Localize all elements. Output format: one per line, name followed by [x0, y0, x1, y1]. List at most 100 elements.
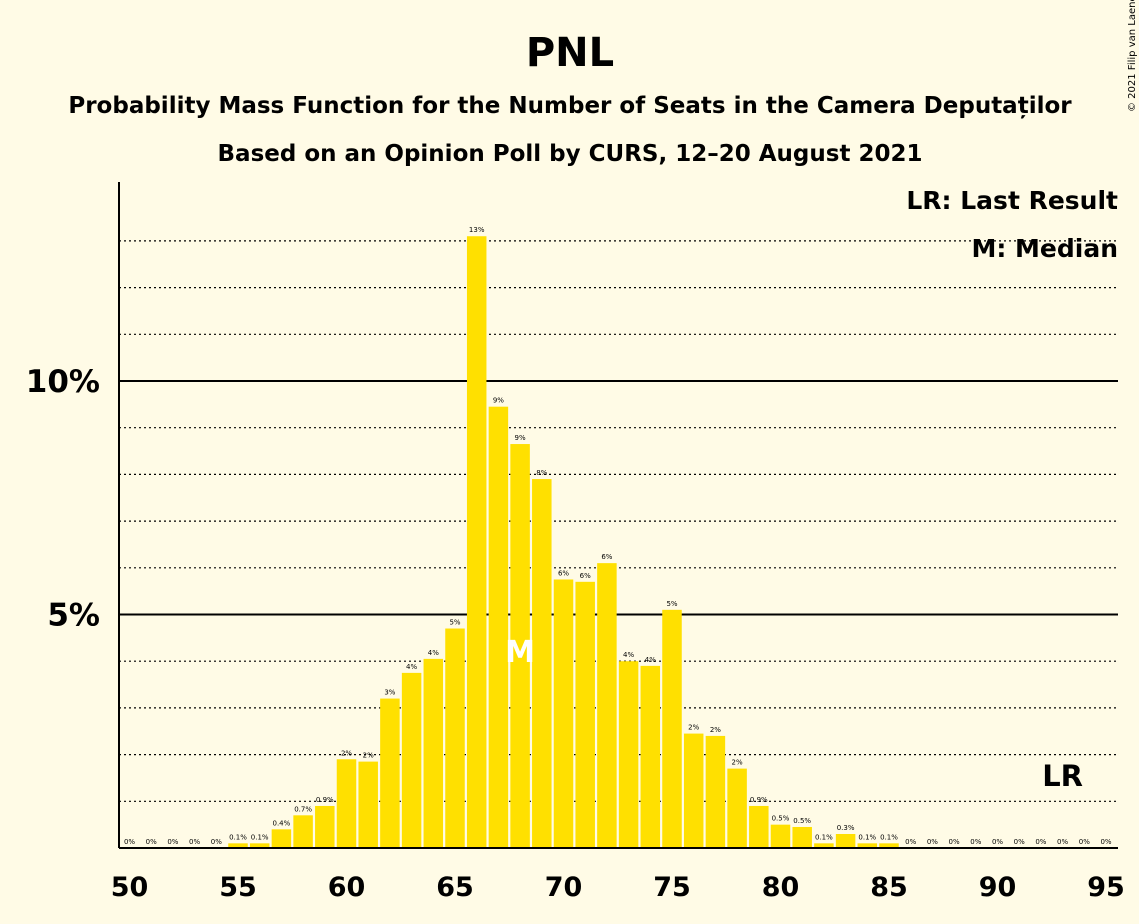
bar-seat-63 [401, 672, 422, 848]
x-tick-label: 60 [328, 872, 366, 903]
x-tick-label: 65 [436, 872, 474, 903]
bar-seat-81 [792, 826, 812, 848]
data-label-seat-58: 0.7% [294, 805, 312, 813]
data-label-seat-67: 9% [493, 397, 504, 405]
bar-seat-74 [640, 665, 661, 848]
bar-seat-70 [553, 579, 574, 848]
bar-seat-84 [857, 843, 878, 848]
bar-seat-78 [727, 768, 747, 848]
data-label-seat-52: 0% [167, 838, 178, 846]
bar-seat-56 [249, 843, 270, 848]
data-label-seat-76: 2% [688, 724, 699, 732]
data-label-seat-64: 4% [428, 649, 439, 657]
bar-seat-57 [271, 829, 292, 848]
data-label-seat-81: 0.5% [793, 817, 811, 825]
data-label-seat-83: 0.3% [837, 824, 855, 832]
legend-last-result: LR: Last Result [906, 186, 1118, 215]
data-label-seat-63: 4% [406, 663, 417, 671]
last-result-marker: LR [1042, 759, 1083, 793]
bar-seat-83 [835, 833, 856, 848]
bar-seat-66 [466, 236, 487, 849]
chart-subtitle: Probability Mass Function for the Number… [68, 93, 1072, 119]
bar-seat-77 [705, 735, 726, 848]
data-label-seat-74: 4% [645, 656, 656, 664]
data-label-seat-86: 0% [905, 838, 916, 846]
data-label-seat-85: 0.1% [880, 833, 898, 841]
data-label-seat-88: 0% [949, 838, 960, 846]
bar-seat-73 [618, 661, 639, 848]
data-label-seat-78: 2% [732, 759, 743, 767]
median-marker: M [505, 635, 535, 670]
x-tick-label: 75 [653, 872, 691, 903]
x-tick-label: 50 [111, 872, 149, 903]
gridlines [119, 240, 1118, 802]
data-label-seat-56: 0.1% [251, 833, 269, 841]
data-label-seat-65: 5% [449, 619, 460, 627]
bar-seat-61 [358, 761, 378, 848]
data-label-seat-54: 0% [211, 838, 222, 846]
data-label-seat-91: 0% [1014, 838, 1025, 846]
bar-seat-67 [488, 406, 509, 848]
bar-seat-80 [770, 824, 791, 848]
data-label-seat-92: 0% [1035, 838, 1046, 846]
data-label-seat-66: 13% [469, 226, 485, 234]
y-tick-label: 10% [26, 364, 100, 400]
data-label-seat-55: 0.1% [229, 833, 247, 841]
data-label-seat-84: 0.1% [858, 833, 876, 841]
bar-seat-62 [380, 698, 400, 848]
data-label-seat-89: 0% [970, 838, 981, 846]
y-ticks: 5% 10% [26, 364, 100, 634]
data-label-seat-95: 0% [1100, 838, 1111, 846]
bar-seat-64 [423, 658, 444, 848]
data-label-seat-79: 0.9% [750, 796, 768, 804]
legend-median: M: Median [971, 234, 1118, 263]
bar-seat-68 [510, 444, 530, 848]
bar-seat-59 [315, 805, 335, 848]
bar-seat-69 [532, 479, 552, 848]
data-label-seat-53: 0% [189, 838, 200, 846]
x-tick-label: 85 [870, 872, 908, 903]
x-tick-label: 70 [545, 872, 583, 903]
chart-subtitle-source: Based on an Opinion Poll by CURS, 12–20 … [218, 141, 923, 167]
data-label-seat-62: 3% [384, 689, 395, 697]
x-tick-label: 55 [219, 872, 257, 903]
copyright-note: © 2021 Filip van Laenen [1127, 0, 1138, 112]
data-label-seat-51: 0% [146, 838, 157, 846]
bar-seat-60 [336, 759, 357, 848]
x-tick-label: 95 [1087, 872, 1125, 903]
data-label-seat-60: 2% [341, 749, 352, 757]
data-label-seat-73: 4% [623, 651, 634, 659]
data-labels: 0% 0% 0% 0% 0% 0.1% 0.1% 0.4%0.7% 0.9% 2% 2% 3% 4% 4%… [124, 226, 1112, 846]
data-label-seat-68: 9% [515, 434, 526, 442]
data-label-seat-87: 0% [927, 838, 938, 846]
bar-seat-75 [662, 609, 682, 848]
data-label-seat-50: 0% [124, 838, 135, 846]
data-label-seat-80: 0.5% [772, 815, 790, 823]
data-label-seat-75: 5% [666, 600, 677, 608]
x-ticks: 50 55 60 65 70 75 80 85 90 95 [111, 872, 1125, 903]
x-tick-label: 90 [979, 872, 1017, 903]
data-label-seat-94: 0% [1079, 838, 1090, 846]
bar-seat-65 [445, 628, 465, 848]
bar-seat-79 [749, 805, 769, 848]
x-tick-label: 80 [762, 872, 800, 903]
data-label-seat-57: 0.4% [273, 819, 291, 827]
data-label-seat-69: 8% [536, 469, 547, 477]
bar-seat-72 [597, 563, 617, 848]
bars [228, 236, 899, 849]
data-label-seat-82: 0.1% [815, 833, 833, 841]
bar-seat-58 [293, 815, 313, 848]
chart-title: PNL [526, 30, 614, 76]
y-tick-label: 5% [47, 598, 100, 634]
data-label-seat-72: 6% [601, 553, 612, 561]
bar-seat-76 [683, 733, 704, 848]
data-label-seat-70: 6% [558, 569, 569, 577]
bar-seat-71 [575, 581, 595, 848]
data-label-seat-90: 0% [992, 838, 1003, 846]
data-label-seat-93: 0% [1057, 838, 1068, 846]
bar-seat-82 [814, 843, 834, 848]
data-label-seat-71: 6% [580, 572, 591, 580]
data-label-seat-59: 0.9% [316, 796, 334, 804]
data-label-seat-77: 2% [710, 726, 721, 734]
